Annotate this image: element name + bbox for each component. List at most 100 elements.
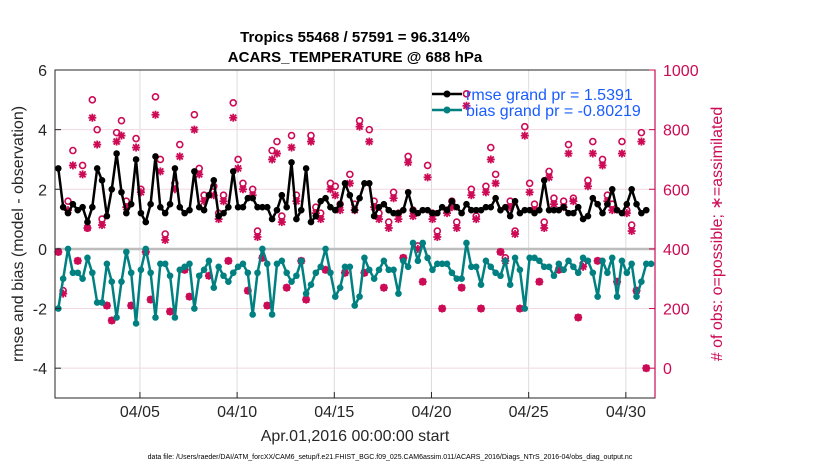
- asterisk-stroke: [453, 224, 461, 232]
- obs-possible-point: [618, 137, 626, 146]
- asterisk-stroke: [239, 185, 247, 193]
- rmse-point: [468, 206, 475, 214]
- obs-assimilated-point: [73, 256, 82, 265]
- bias-point: [288, 278, 295, 286]
- rmse-point: [560, 203, 567, 211]
- bias-point: [608, 254, 616, 262]
- rmse-point: [55, 165, 62, 172]
- bias-point: [463, 239, 470, 247]
- bias-point: [293, 272, 300, 280]
- asterisk-stroke: [589, 149, 597, 158]
- bias-point: [419, 239, 427, 247]
- obs-assimilated-point: [93, 140, 102, 149]
- obs-assimilated-point: [375, 215, 384, 224]
- bias-point: [157, 260, 164, 268]
- bias-point: [618, 257, 626, 265]
- bias-point: [210, 284, 218, 291]
- rmse-point: [171, 165, 179, 172]
- asterisk-stroke: [132, 143, 140, 152]
- asterisk-stroke: [195, 170, 203, 179]
- rmse-point: [633, 200, 640, 208]
- obs-assimilated-point: [462, 101, 471, 110]
- obs-assimilated-point: [511, 230, 520, 238]
- rmse-point: [618, 209, 626, 217]
- obs-assimilated-point: [78, 170, 87, 179]
- bias-point: [84, 254, 91, 262]
- obs-assimilated-point: [617, 149, 626, 158]
- obs-assimilated-point: [224, 256, 233, 265]
- rmse-point: [463, 200, 470, 208]
- obs-possible-point: [151, 93, 160, 101]
- obs-possible-point: [175, 140, 184, 149]
- y-tick-label: -4: [33, 361, 47, 378]
- obs-assimilated-point: [219, 197, 228, 206]
- asterisk-stroke: [438, 304, 446, 313]
- obs-assimilated-point: [467, 191, 476, 200]
- rmse-point: [570, 209, 577, 217]
- obs-assimilated-point: [438, 304, 447, 313]
- rmse-point: [409, 206, 417, 214]
- rmse-point: [390, 209, 397, 217]
- asterisk-stroke: [389, 194, 398, 202]
- rmse-point: [361, 180, 368, 187]
- obs-assimilated-point: [535, 277, 544, 286]
- obs-assimilated-point: [302, 295, 311, 304]
- obs-possible-point: [156, 155, 165, 164]
- chart-title-line-1: Tropics 55468 / 57591 = 96.314%: [240, 29, 470, 46]
- obs-assimilated-point: [54, 247, 63, 256]
- obs-assimilated-point: [598, 161, 607, 170]
- asterisk-stroke: [491, 179, 500, 187]
- obs-possible-point: [78, 161, 87, 170]
- rmse-point: [147, 200, 154, 208]
- y-tick-label-right: 400: [663, 242, 690, 259]
- bias-point: [127, 269, 135, 277]
- obs-possible-point: [525, 179, 534, 188]
- rmse-point: [579, 215, 587, 223]
- rmse-point: [545, 206, 553, 214]
- rmse-point: [453, 203, 461, 211]
- asterisk-stroke: [584, 182, 592, 190]
- bias-point: [414, 257, 422, 265]
- bias-point: [263, 260, 271, 268]
- bias-point: [132, 320, 140, 327]
- obs-assimilated-point: [238, 185, 247, 194]
- bias-point: [545, 263, 553, 271]
- obs-possible-point: [69, 146, 77, 155]
- bias-point: [273, 260, 281, 268]
- rmse-point: [200, 206, 208, 214]
- obs-assimilated-point: [477, 304, 486, 313]
- rmse-point: [98, 177, 106, 184]
- obs-assimilated-point: [282, 283, 291, 292]
- obs-assimilated-point: [253, 232, 262, 241]
- rmse-point: [205, 191, 213, 199]
- bias-point: [268, 311, 276, 318]
- rmse-point: [336, 200, 344, 208]
- asterisk-stroke: [506, 203, 514, 211]
- asterisk-stroke: [263, 301, 271, 310]
- obs-assimilated-point: [277, 218, 286, 227]
- asterisk-stroke: [462, 102, 471, 110]
- asterisk-stroke: [535, 278, 543, 286]
- rmse-point: [604, 200, 611, 208]
- asterisk-stroke: [487, 155, 495, 164]
- rmse-point: [346, 191, 354, 199]
- bias-point: [642, 260, 650, 268]
- bias-point: [113, 314, 120, 321]
- y-tick-label: -2: [33, 302, 47, 319]
- bias-point: [161, 260, 169, 268]
- bias-point: [506, 281, 514, 288]
- rmse-point: [64, 209, 72, 217]
- y-tick-label-right: 1000: [663, 63, 699, 80]
- rmse-point: [302, 165, 310, 172]
- obs-assimilated-point: [525, 188, 534, 197]
- bias-point: [98, 299, 106, 306]
- rmse-point: [404, 188, 412, 196]
- rmse-point: [414, 209, 422, 217]
- asterisk-stroke: [176, 152, 184, 161]
- obs-assimilated-point: [423, 173, 432, 182]
- obs-possible-point: [520, 122, 529, 131]
- asterisk-stroke: [637, 137, 646, 146]
- bias-point: [521, 305, 529, 312]
- bias-point: [409, 239, 417, 247]
- asterisk-stroke: [93, 140, 101, 149]
